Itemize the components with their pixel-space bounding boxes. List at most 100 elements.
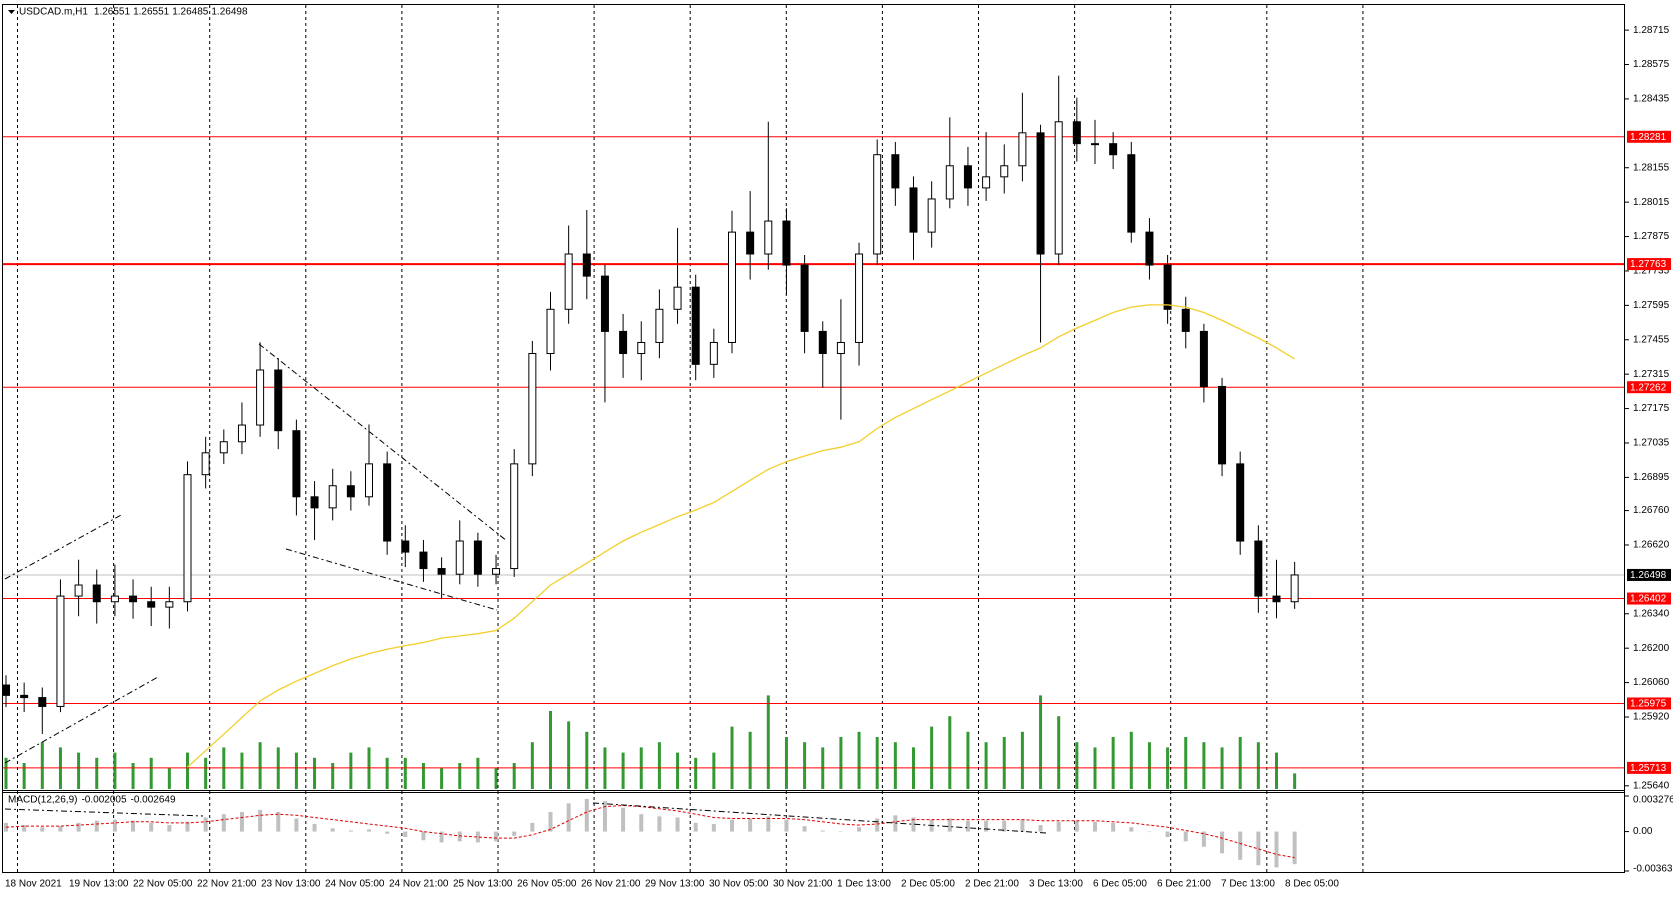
volume-bar: [421, 763, 425, 789]
macd-bar: [1129, 827, 1134, 832]
candle-body: [1072, 121, 1081, 145]
y-tick-label: 1.28715: [1633, 25, 1670, 36]
candle-body: [818, 330, 827, 355]
volume-bar: [4, 757, 8, 789]
candle-body: [1091, 143, 1099, 146]
candle-body: [963, 165, 972, 189]
vertical-grid: [17, 5, 1364, 872]
volume-bar: [204, 757, 208, 789]
volume-bar: [77, 752, 81, 789]
y-tick-label: 1.28575: [1633, 59, 1670, 70]
candle-body: [274, 369, 283, 432]
candle-body: [709, 341, 718, 365]
y-tick-label: 1.26760: [1633, 505, 1670, 516]
volume-bar: [167, 768, 171, 789]
candle-body: [782, 220, 791, 266]
macd-bar: [457, 831, 462, 842]
x-tick-label: 6 Dec 21:00: [1157, 879, 1211, 890]
candle-body: [147, 601, 156, 608]
macd-bar: [76, 822, 81, 832]
y-tick-label: 1.27175: [1633, 403, 1670, 414]
x-tick-label: 18 Nov 2021: [5, 879, 62, 890]
y-tick-label: 0.00: [1633, 826, 1653, 837]
macd-bar: [820, 830, 825, 832]
y-tick-label: 1.28435: [1633, 94, 1670, 105]
volume-bar: [1238, 737, 1242, 789]
trend-line: [258, 343, 508, 542]
candle-body: [310, 496, 319, 509]
candle-body: [383, 463, 392, 542]
macd-bar: [711, 823, 716, 832]
macd-bar: [675, 817, 680, 832]
volume-bar: [1184, 737, 1188, 789]
y-tick-label: 1.27455: [1633, 334, 1670, 345]
candle-body: [401, 540, 410, 553]
macd-bar: [475, 831, 480, 843]
macd-bar: [584, 798, 589, 832]
volume-bar: [948, 716, 952, 789]
trend-line: [285, 548, 498, 611]
macd-bar: [766, 816, 771, 832]
x-tick-label: 7 Dec 13:00: [1221, 879, 1275, 890]
y-tick-label: 1.28155: [1633, 162, 1670, 173]
volume-bar: [1039, 695, 1043, 789]
volume-bar: [313, 757, 317, 789]
volume-bar: [1075, 742, 1079, 789]
macd-bar: [730, 819, 734, 832]
volume-bar: [730, 726, 734, 789]
macd-bar: [494, 831, 499, 842]
x-tick-label: 30 Nov 05:00: [709, 879, 769, 890]
macd-signal-last: -0.002649: [131, 795, 176, 806]
macd-bar: [112, 819, 117, 832]
price-label-box: [1627, 568, 1671, 581]
candle-body: [1000, 165, 1009, 178]
macd-bar: [367, 829, 371, 832]
macd-bar: [566, 803, 571, 832]
level-label-box: [1627, 381, 1671, 394]
x-tick-label: 26 Nov 05:00: [517, 879, 577, 890]
macd-bar: [131, 820, 136, 832]
menu-arrow[interactable]: [8, 10, 15, 14]
candle-body: [1109, 143, 1118, 156]
x-tick-label: 6 Dec 05:00: [1093, 879, 1147, 890]
y-tick-label: 1.26620: [1633, 540, 1670, 551]
volume-bar: [403, 757, 407, 789]
candle-body: [582, 253, 591, 277]
macd-bar: [294, 818, 299, 832]
candle-body: [891, 154, 900, 189]
price-label: 1.26498: [1630, 570, 1667, 581]
candle-body: [691, 286, 700, 365]
y-tick-label: 1.26060: [1633, 677, 1670, 688]
macd-bar: [1093, 821, 1097, 832]
volume-bar: [766, 695, 770, 789]
candle-body: [74, 584, 83, 597]
volume-bar: [857, 731, 861, 789]
level-label-box: [1627, 130, 1671, 143]
macd-bar: [149, 822, 154, 832]
macd-bar: [530, 822, 535, 832]
candle-body: [600, 275, 609, 332]
y-tick-label: 1.26200: [1633, 643, 1670, 654]
y-tick-label: -0.003631: [1633, 864, 1673, 875]
candle-body: [764, 220, 773, 255]
volume-bar: [694, 757, 698, 789]
candle-body: [673, 286, 682, 310]
y-tick-label: 1.25640: [1633, 780, 1670, 791]
candle-body: [1054, 121, 1063, 255]
macd-bar: [1074, 820, 1079, 832]
volume-bar: [676, 752, 680, 789]
macd-bar: [203, 817, 208, 832]
candle-body: [365, 463, 373, 498]
candle-body: [1199, 330, 1208, 387]
macd-bar: [1256, 831, 1261, 866]
candle-body: [292, 430, 301, 498]
candle-body: [183, 474, 192, 603]
candle-body: [982, 176, 991, 189]
level-label: 1.27763: [1630, 259, 1667, 270]
volume-bar: [1111, 737, 1115, 789]
candle-body: [1272, 595, 1281, 603]
macd-title: MACD(12,26,9): [8, 795, 77, 806]
macd-bar: [548, 812, 553, 832]
header-symbol: USDCAD.m,H1: [19, 7, 88, 18]
